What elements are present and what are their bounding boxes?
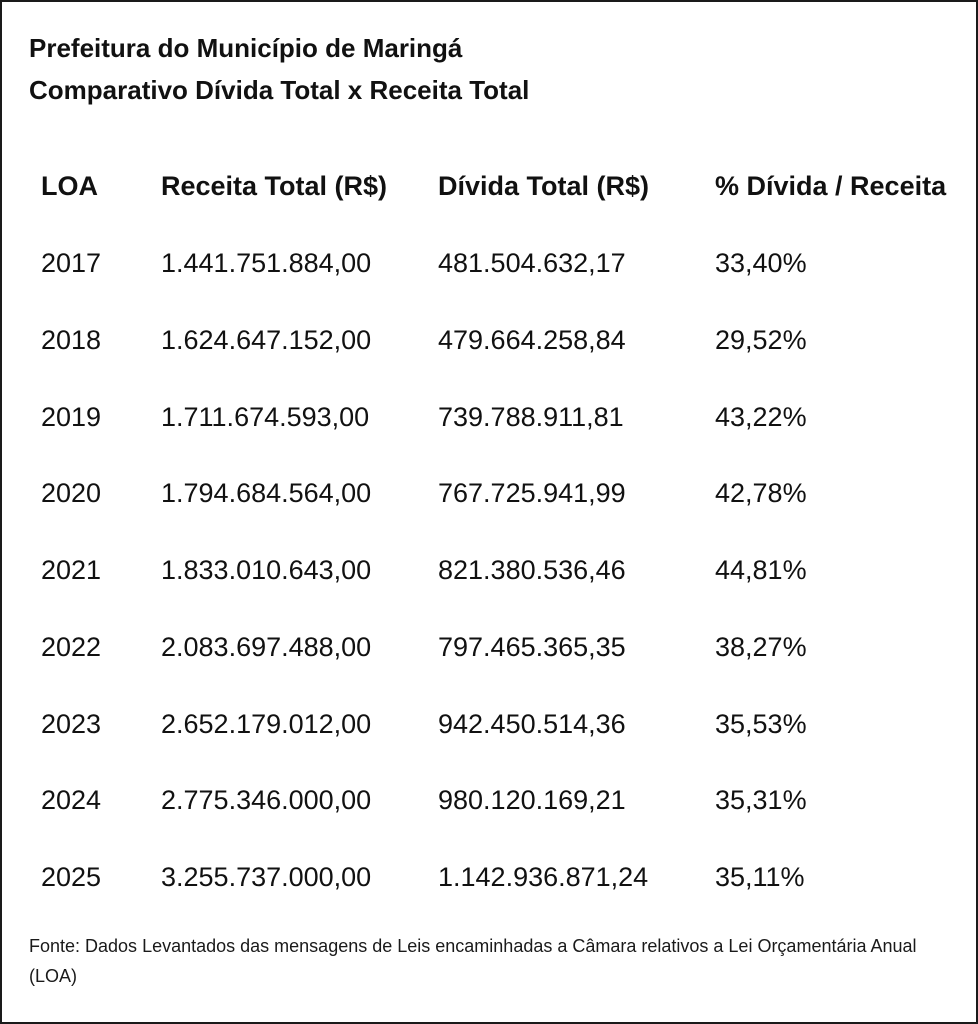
cell-loa: 2018 <box>41 325 102 355</box>
cell-receita: 2.652.179.012,00 <box>161 709 372 739</box>
cell-receita: 2.775.346.000,00 <box>161 785 372 815</box>
table-row: 2025 3.255.737.000,00 1.142.936.871,24 35,1… <box>2 859 976 895</box>
page-subtitle: Comparativo Dívida Total x Receita Total <box>29 75 530 105</box>
page-title: Prefeitura do Município de Maringá <box>29 33 463 63</box>
cell-divida: 1.142.936.871,24 <box>438 862 649 892</box>
cell-percentual: 33,40% <box>715 248 807 278</box>
cell-percentual: 35,11% <box>715 862 805 892</box>
cell-loa: 2019 <box>41 402 102 432</box>
cell-percentual: 29,52% <box>715 325 807 355</box>
cell-loa: 2025 <box>41 862 102 892</box>
cell-divida: 821.380.536,46 <box>438 555 626 585</box>
column-header-divida: Dívida Total (R$) <box>438 171 650 201</box>
cell-receita: 2.083.697.488,00 <box>161 632 372 662</box>
cell-loa: 2020 <box>41 478 102 508</box>
table-row: 2017 1.441.751.884,00 481.504.632,17 33,40% <box>2 245 976 281</box>
table-row: 2022 2.083.697.488,00 797.465.365,35 38,27% <box>2 629 976 665</box>
cell-loa: 2023 <box>41 709 102 739</box>
cell-divida: 481.504.632,17 <box>438 248 626 278</box>
source-footnote: Fonte: Dados Levantados das mensagens de… <box>29 936 917 986</box>
cell-percentual: 44,81% <box>715 555 807 585</box>
column-header-percentual: % Dívida / Receita <box>715 171 947 201</box>
cell-percentual: 35,53% <box>715 709 807 739</box>
table-row: 2018 1.624.647.152,00 479.664.258,84 29,52% <box>2 322 976 358</box>
table-row: 2020 1.794.684.564,00 767.725.941,99 42,78% <box>2 475 976 511</box>
column-header-loa: LOA <box>41 171 98 201</box>
cell-loa: 2017 <box>41 248 102 278</box>
cell-divida: 479.664.258,84 <box>438 325 626 355</box>
column-header-receita: Receita Total (R$) <box>161 171 388 201</box>
table-row: 2021 1.833.010.643,00 821.380.536,46 44,81% <box>2 552 976 588</box>
cell-divida: 942.450.514,36 <box>438 709 626 739</box>
cell-receita: 1.441.751.884,00 <box>161 248 372 278</box>
cell-percentual: 35,31% <box>715 785 807 815</box>
cell-divida: 767.725.941,99 <box>438 478 626 508</box>
table-row: 2023 2.652.179.012,00 942.450.514,36 35,53% <box>2 706 976 742</box>
cell-loa: 2024 <box>41 785 102 815</box>
cell-loa: 2022 <box>41 632 102 662</box>
cell-receita: 1.624.647.152,00 <box>161 325 372 355</box>
cell-divida: 980.120.169,21 <box>438 785 626 815</box>
cell-receita: 1.833.010.643,00 <box>161 555 372 585</box>
cell-receita: 1.711.674.593,00 <box>161 402 370 432</box>
cell-percentual: 42,78% <box>715 478 807 508</box>
table-header-row: LOA Receita Total (R$) Dívida Total (R$)… <box>2 168 976 204</box>
cell-divida: 797.465.365,35 <box>438 632 626 662</box>
table-row: 2024 2.775.346.000,00 980.120.169,21 35,31% <box>2 782 976 818</box>
cell-loa: 2021 <box>41 555 102 585</box>
cell-percentual: 38,27% <box>715 632 807 662</box>
cell-divida: 739.788.911,81 <box>438 402 624 432</box>
table-row: 2019 1.711.674.593,00 739.788.911,81 43,22% <box>2 399 976 435</box>
cell-receita: 1.794.684.564,00 <box>161 478 372 508</box>
cell-percentual: 43,22% <box>715 402 807 432</box>
cell-receita: 3.255.737.000,00 <box>161 862 372 892</box>
